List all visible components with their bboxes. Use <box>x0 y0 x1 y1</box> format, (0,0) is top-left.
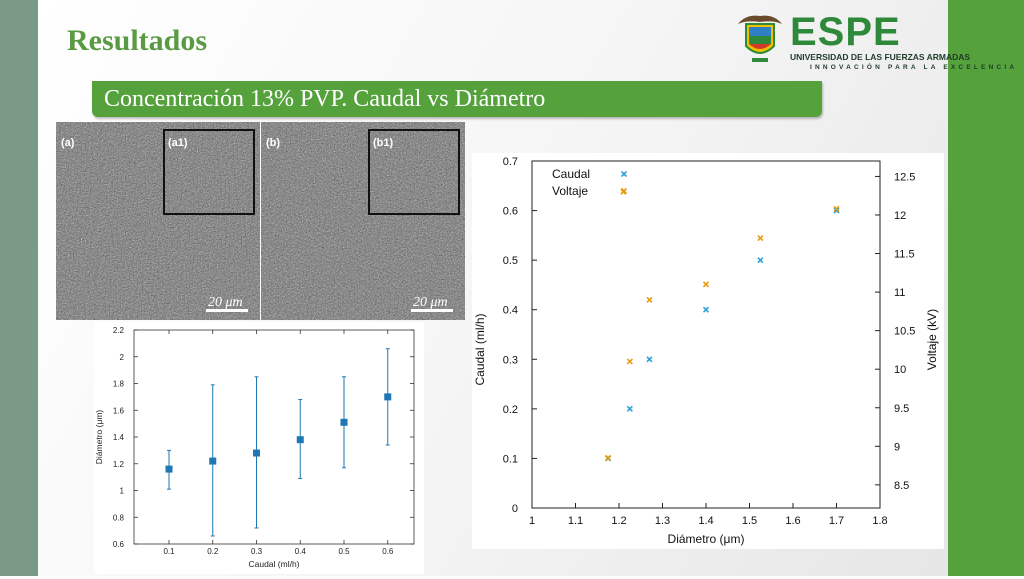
y-tick-label: 2.2 <box>113 326 125 335</box>
x-tick-label: 1.6 <box>785 515 800 527</box>
x-tick-label: 0.2 <box>207 547 219 556</box>
scale-bar <box>411 309 453 312</box>
subtitle-banner: Concentración 13% PVP. Caudal vs Diámetr… <box>92 81 822 117</box>
data-point-caudal <box>702 306 710 313</box>
data-point <box>296 436 304 444</box>
scale-text: 20 μm <box>413 295 448 310</box>
data-point <box>253 449 260 457</box>
data-point <box>209 457 217 465</box>
logo-wordmark: ESPE <box>790 10 901 54</box>
y2-tick-label: 11.5 <box>894 249 915 261</box>
flow-voltage-vs-diameter-chart-panel: 0 0.1 0.2 0.3 0.4 0.5 0.6 0.7 8.5 9 9.5 10 10.5 11 11.… <box>472 153 944 549</box>
sem-micrograph-a: (a) (a1) 20 μm <box>56 122 260 320</box>
y-tick-label: 1.4 <box>113 433 125 442</box>
data-point <box>340 418 348 426</box>
legend-marker <box>620 187 628 195</box>
scale-bar <box>206 309 248 312</box>
scale-text: 20 μm <box>208 295 243 310</box>
plot-frame <box>133 329 415 545</box>
diameter-vs-flow-chart: 0.6 0.8 1 1.2 1.4 1.6 1.8 2 2.2 0.1 0.2 0.3 0.4 0.5 0.… <box>94 326 415 569</box>
legend-marker <box>620 170 628 178</box>
logo-motto: INNOVACIÓN PARA LA EXCELENCIA <box>810 64 1018 71</box>
y2-tick-label: 10.5 <box>894 326 915 338</box>
y2-tick-label: 8.5 <box>894 480 909 492</box>
data-point <box>384 393 392 401</box>
y-tick-label: 1.6 <box>113 406 125 415</box>
espe-shield-emblem-icon <box>738 15 782 62</box>
y2-tick-label: 12.5 <box>894 171 915 183</box>
y-axis-label: Caudal (ml/h) <box>473 313 487 385</box>
logo-university-name: UNIVERSIDAD DE LAS FUERZAS ARMADAS <box>790 52 971 62</box>
y2-tick-label: 12 <box>894 210 906 222</box>
data-point-voltaje <box>757 235 764 242</box>
x-tick-label: 0.4 <box>295 547 307 556</box>
x-tick-label: 0.5 <box>338 547 350 556</box>
y-tick-label: 0 <box>512 503 518 515</box>
panel-label: (b) <box>266 137 280 149</box>
espe-logo <box>738 15 782 62</box>
right-color-bar <box>948 0 1024 576</box>
x-tick-label: 1.3 <box>655 515 670 527</box>
data-point-caudal <box>646 356 653 363</box>
diameter-vs-flow-chart-panel: 0.6 0.8 1 1.2 1.4 1.6 1.8 2 2.2 0.1 0.2 0.3 0.4 0.5 0.… <box>94 322 424 574</box>
y-tick-label: 0.8 <box>113 513 125 522</box>
y-tick-label: 0.3 <box>503 354 518 366</box>
flow-voltage-vs-diameter-chart: 00.10.20.30.40.50.60.78.599.51010.51111.… <box>473 156 939 546</box>
subtitle-text: Concentración 13% PVP. Caudal vs Diámetr… <box>104 86 546 112</box>
data-point-voltaje <box>626 358 633 365</box>
x-axis-label: Caudal (ml/h) <box>248 559 299 569</box>
panel-label: (a) <box>61 137 75 149</box>
data-point-caudal <box>833 207 840 214</box>
y-tick-label: 0.4 <box>503 305 518 317</box>
y-tick-label: 0.5 <box>503 255 518 267</box>
x-axis-label: Diámetro (μm) <box>668 532 745 546</box>
legend-label: Caudal <box>552 167 590 181</box>
y-tick-label: 1 <box>120 487 125 496</box>
data-point-voltaje <box>702 281 710 288</box>
x-tick-label: 1 <box>529 515 535 527</box>
y2-tick-label: 10 <box>894 364 906 376</box>
x-tick-label: 0.3 <box>251 547 263 556</box>
y-tick-label: 0.7 <box>503 156 518 168</box>
x-tick-label: 0.1 <box>163 547 175 556</box>
legend-label: Voltaje <box>552 184 588 198</box>
x-tick-label: 1.5 <box>742 515 757 527</box>
x-tick-label: 1.1 <box>568 515 583 527</box>
inset-box <box>368 129 460 215</box>
y-tick-label: 1.2 <box>113 460 125 469</box>
data-point-voltaje <box>646 296 653 303</box>
data-point-caudal <box>757 257 764 264</box>
data-point-voltaje <box>605 454 612 461</box>
y-tick-label: 0.6 <box>113 540 125 549</box>
slide-title: Resultados <box>67 24 208 57</box>
y-tick-label: 0.2 <box>503 404 518 416</box>
y-tick-label: 2 <box>120 353 125 362</box>
x-tick-label: 1.4 <box>698 515 713 527</box>
data-point-voltaje <box>833 205 840 212</box>
data-point-caudal <box>626 405 633 412</box>
data-point <box>165 465 173 473</box>
left-color-bar <box>0 0 38 576</box>
y2-axis-label: Voltaje (kV) <box>925 309 939 370</box>
inset-label: (b1) <box>373 137 394 149</box>
y-tick-label: 1.8 <box>113 380 125 389</box>
y2-tick-label: 11 <box>894 287 905 299</box>
sem-micrograph-b: (b) (b1) 20 μm <box>261 122 465 320</box>
inset-label: (a1) <box>168 137 188 149</box>
x-tick-label: 1.2 <box>611 515 626 527</box>
plot-frame <box>531 160 881 509</box>
y2-tick-label: 9.5 <box>894 403 909 415</box>
y-tick-label: 0.6 <box>503 206 518 218</box>
y-tick-label: 0.1 <box>503 453 518 465</box>
x-tick-label: 1.8 <box>872 515 887 527</box>
inset-box <box>163 129 255 215</box>
y2-tick-label: 9 <box>894 441 900 453</box>
y-axis-label: Diámetro (μm) <box>94 410 104 465</box>
x-tick-label: 0.6 <box>382 547 394 556</box>
x-tick-label: 1.7 <box>829 515 844 527</box>
